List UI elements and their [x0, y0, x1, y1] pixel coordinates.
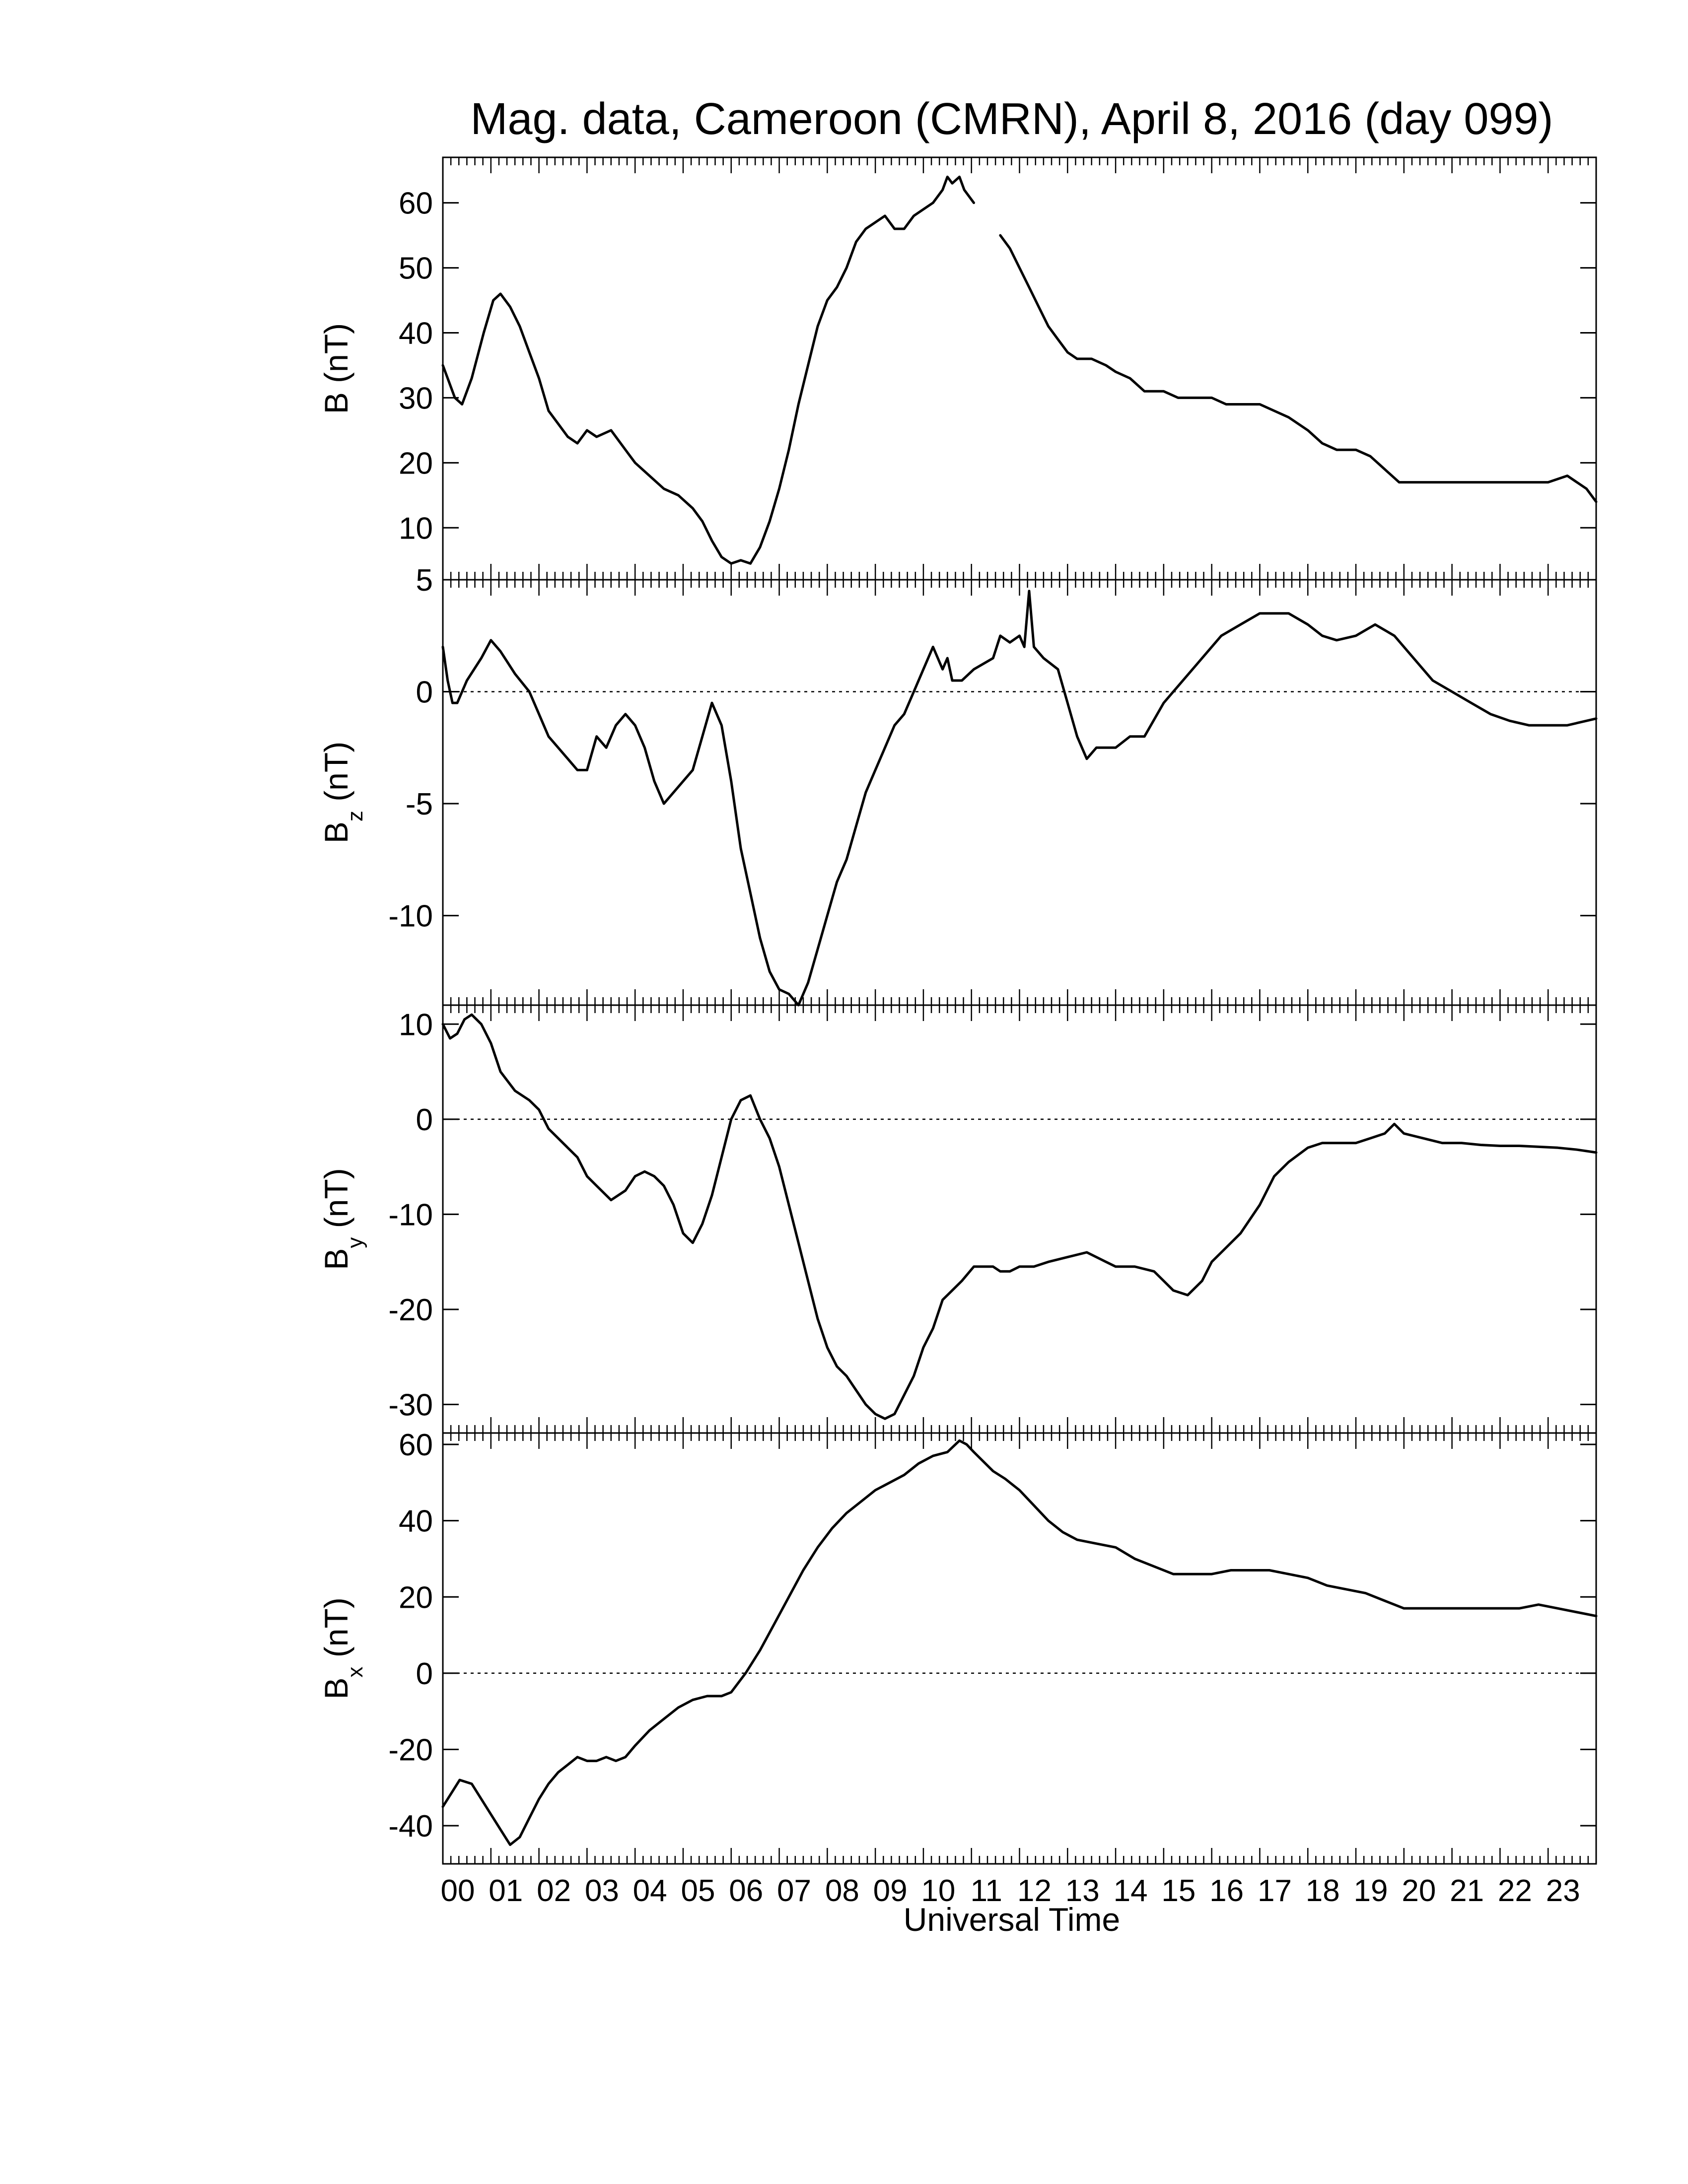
y-tick-label: -30 [388, 1388, 433, 1423]
x-tick-label: 14 [1114, 1874, 1148, 1908]
x-tick-label: 23 [1546, 1874, 1580, 1908]
x-tick-label: 09 [873, 1874, 908, 1908]
y-axis-label-subscript: x [343, 1667, 367, 1678]
y-axis-label-units: (nT) [318, 1168, 354, 1237]
x-tick-label: 13 [1065, 1874, 1100, 1908]
x-tick-label: 04 [633, 1874, 667, 1908]
x-tick-label: 21 [1450, 1874, 1484, 1908]
x-tick-label: 00 [441, 1874, 475, 1908]
x-tick-label: 20 [1402, 1874, 1436, 1908]
panel-0: 10 20 30 40 50 60 B (nT) [318, 156, 1598, 581]
y-tick-label: -10 [388, 899, 433, 934]
y-tick-label: 60 [399, 187, 433, 221]
x-tick-label: 16 [1209, 1874, 1244, 1908]
x-tick-label: 08 [825, 1874, 859, 1908]
panel-frame [442, 1432, 1597, 1865]
x-tick-label: 19 [1354, 1874, 1388, 1908]
y-tick-label: 30 [399, 381, 433, 415]
y-tick-label: -40 [388, 1809, 433, 1843]
x-tick-label: 01 [489, 1874, 523, 1908]
y-tick-label: 40 [399, 316, 433, 350]
y-tick-label: -5 [406, 787, 433, 821]
y-tick-label: 40 [399, 1504, 433, 1539]
x-axis-label: Universal Time [904, 1901, 1120, 1938]
y-tick-label: 60 [399, 1428, 433, 1462]
y-axis-label-units: (nT) [318, 742, 354, 811]
y-axis-label: By (nT) [318, 1168, 367, 1270]
x-tick-label: 06 [729, 1874, 763, 1908]
y-tick-label: 0 [416, 1103, 433, 1137]
y-tick-label: -10 [388, 1198, 433, 1232]
y-tick-label: 10 [399, 1008, 433, 1042]
y-tick-label: 20 [399, 446, 433, 480]
data-series-line [441, 1013, 1598, 1420]
panel-frame [442, 156, 1597, 581]
y-axis-label: B (nT) [318, 323, 354, 414]
y-tick-label: 0 [416, 1657, 433, 1691]
data-series-line [441, 175, 1598, 565]
y-axis-label: Bx (nT) [318, 1597, 367, 1699]
y-axis-label-subscript: z [343, 811, 367, 821]
x-tick-label: 18 [1306, 1874, 1340, 1908]
panel-2: 10 0 -10 -20 -30 By (nT) [318, 1004, 1598, 1434]
x-tick-label: 11 [971, 1874, 1002, 1908]
y-axis-label-base: B [318, 1248, 354, 1270]
x-tick-labels: 00 01 02 03 04 05 06 07 08 09 10 11 12 13 14 15 16 17 18 19… [441, 1874, 1580, 1908]
y-tick-label: 5 [416, 563, 433, 598]
data-series-line [441, 1439, 1598, 1846]
x-tick-label: 22 [1498, 1874, 1532, 1908]
x-tick-label: 03 [585, 1874, 619, 1908]
x-tick-label: 10 [921, 1874, 955, 1908]
panel-3: 60 40 20 0 -20 -40 Bx (nT) [318, 1428, 1598, 1865]
panel-frame [442, 1004, 1597, 1434]
y-tick-label: 10 [399, 511, 433, 546]
y-axis-label-base: B [318, 1678, 354, 1700]
y-axis-label: Bz (nT) [318, 742, 367, 843]
x-tick-label: 02 [537, 1874, 571, 1908]
y-axis-label-base: B [318, 821, 354, 843]
y-tick-label: 50 [399, 252, 433, 286]
y-axis-label-units: (nT) [318, 1597, 354, 1666]
x-tick-label: 17 [1258, 1874, 1292, 1908]
y-axis-label-subscript: y [343, 1237, 367, 1248]
x-tick-label: 07 [777, 1874, 811, 1908]
y-tick-label: -20 [388, 1293, 433, 1327]
x-tick-label: 15 [1161, 1874, 1196, 1908]
data-series-line [441, 590, 1598, 1007]
panel-frame [442, 579, 1597, 1006]
y-tick-label: -20 [388, 1733, 433, 1768]
chart-title: Mag. data, Cameroon (CMRN), April 8, 201… [471, 94, 1553, 144]
x-tick-label: 12 [1017, 1874, 1052, 1908]
x-tick-label: 05 [681, 1874, 715, 1908]
y-tick-label: 20 [399, 1580, 433, 1615]
panel-1: 5 0 -5 -10 Bz (nT) [318, 563, 1598, 1007]
y-tick-label: 0 [416, 676, 433, 710]
